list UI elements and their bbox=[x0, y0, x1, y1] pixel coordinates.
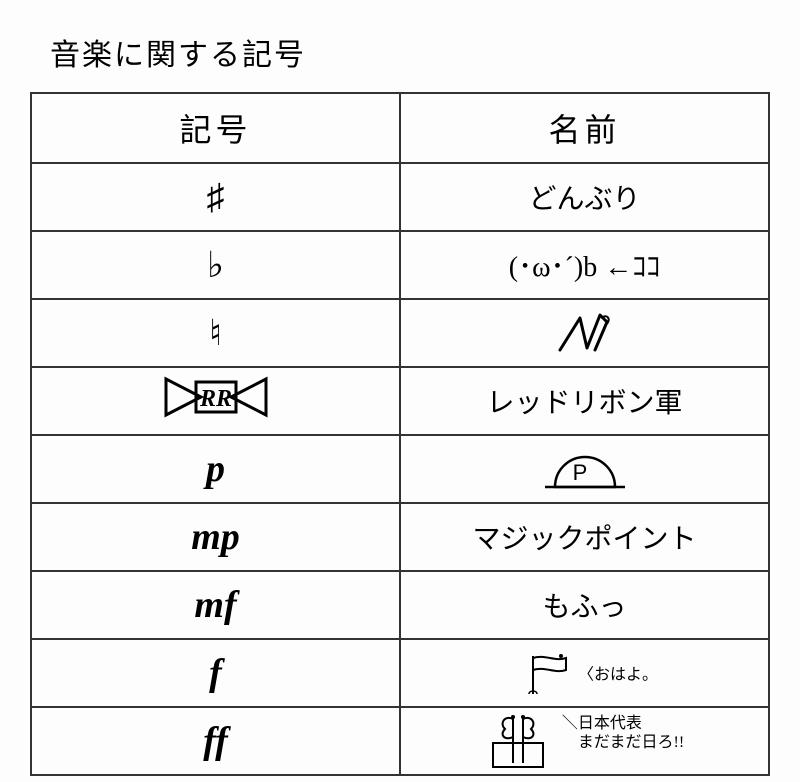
page-title: 音楽に関する記号 bbox=[50, 30, 770, 74]
table-row: f 〈おはよ。 bbox=[31, 639, 769, 707]
goal-flag-icon bbox=[485, 723, 555, 754]
symbol-cell: ♭ bbox=[31, 231, 400, 299]
name-cell: もふっ bbox=[400, 571, 769, 639]
scribble-icon bbox=[545, 315, 625, 346]
symbol-cell: f bbox=[31, 639, 400, 707]
music-symbols-table: 記号 名前 ♯どんぶり♭(･ω･´)b ←ｺｺ♮ RR レッドリボン軍p P m… bbox=[30, 92, 770, 776]
symbol-cell: p bbox=[31, 435, 400, 503]
table-row: ♯どんぶり bbox=[31, 163, 769, 231]
symbol-cell: ♯ bbox=[31, 163, 400, 231]
ff-note: ＼日本代表 まだまだ日ろ!! bbox=[562, 714, 684, 752]
name-cell bbox=[400, 299, 769, 367]
name-cell: 〈おはよ。 bbox=[400, 639, 769, 707]
symbol-cell: RR bbox=[31, 367, 400, 435]
symbol-cell: mp bbox=[31, 503, 400, 571]
table-row: ff ＼日本代表 まだまだ日ろ!! bbox=[31, 707, 769, 775]
table-row: RR レッドリボン軍 bbox=[31, 367, 769, 435]
header-symbol: 記号 bbox=[31, 93, 400, 163]
svg-text:P: P bbox=[572, 460, 587, 485]
rr-ribbon-icon: RR bbox=[161, 374, 271, 420]
name-cell: (･ω･´)b ←ｺｺ bbox=[400, 231, 769, 299]
svg-text:RR: RR bbox=[198, 386, 231, 412]
name-cell: ＼日本代表 まだまだ日ろ!! bbox=[400, 707, 769, 775]
name-cell: P bbox=[400, 435, 769, 503]
symbol-cell: ff bbox=[31, 707, 400, 775]
table-row: ♮ bbox=[31, 299, 769, 367]
table-row: p P bbox=[31, 435, 769, 503]
name-cell: どんぶり bbox=[400, 163, 769, 231]
table-header-row: 記号 名前 bbox=[31, 93, 769, 163]
table-row: ♭(･ω･´)b ←ｺｺ bbox=[31, 231, 769, 299]
symbol-cell: mf bbox=[31, 571, 400, 639]
parking-cap-icon: P bbox=[540, 451, 630, 482]
flag-note: 〈おはよ。 bbox=[578, 666, 658, 683]
table-row: mpマジックポイント bbox=[31, 503, 769, 571]
symbol-cell: ♮ bbox=[31, 299, 400, 367]
flag-pole-icon bbox=[511, 655, 571, 686]
header-name: 名前 bbox=[400, 93, 769, 163]
name-cell: マジックポイント bbox=[400, 503, 769, 571]
table-row: mfもふっ bbox=[31, 571, 769, 639]
name-cell: レッドリボン軍 bbox=[400, 367, 769, 435]
